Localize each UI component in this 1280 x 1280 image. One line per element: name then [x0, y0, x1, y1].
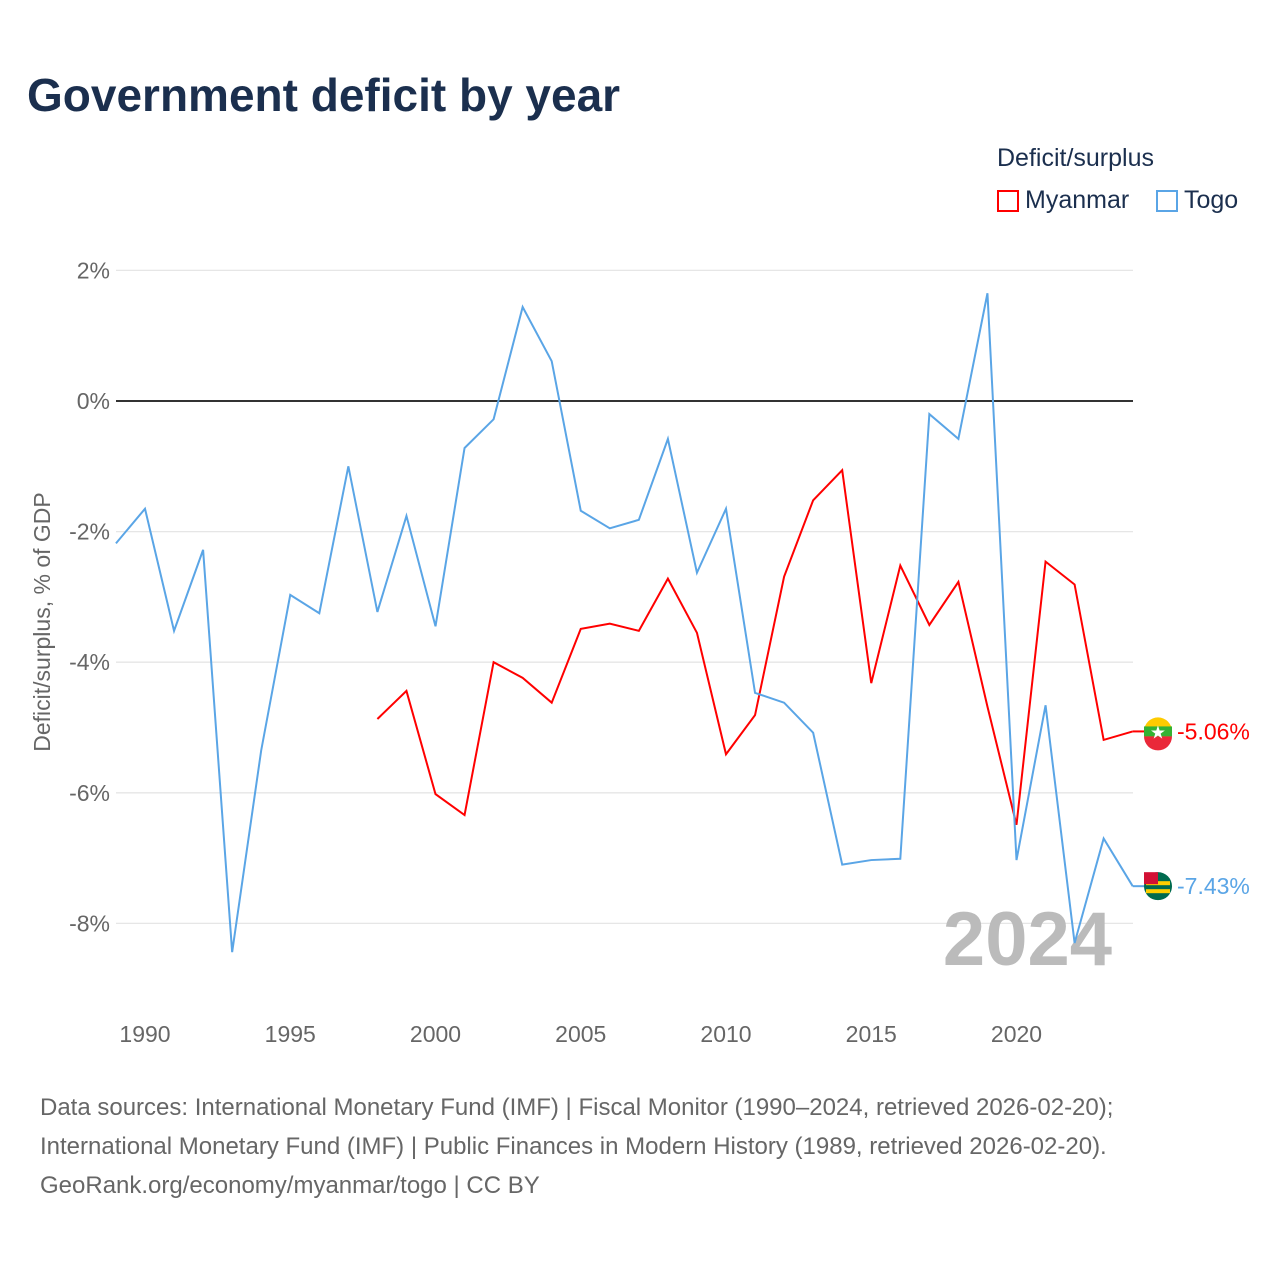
end-value-label: -5.06% — [1177, 718, 1250, 744]
source-line: International Monetary Fund (IMF) | Publ… — [40, 1133, 1107, 1160]
legend-item-togo[interactable]: Togo — [1156, 186, 1238, 215]
legend-swatch-togo — [1156, 189, 1178, 212]
flag-icon-myanmar: ★ — [1144, 717, 1172, 751]
source-note: Data sources: International Monetary Fun… — [40, 1088, 1113, 1205]
x-tick-label: 2015 — [846, 1021, 897, 1047]
x-tick-label: 1995 — [265, 1021, 316, 1047]
y-tick-label: -2% — [69, 519, 110, 545]
svg-text:★: ★ — [1150, 722, 1166, 742]
flag-icon-togo — [1144, 872, 1172, 901]
series-line-togo — [115, 293, 1134, 953]
y-tick-label: -4% — [69, 649, 110, 675]
y-axis-label: Deficit/surplus, % of GDP — [29, 492, 55, 751]
x-tick-label: 2000 — [410, 1021, 461, 1047]
source-link[interactable]: GeoRank.org/economy/myanmar/togo | CC BY — [40, 1172, 540, 1199]
y-tick-label: 2% — [77, 257, 110, 283]
year-watermark: 2024 — [943, 897, 1112, 982]
source-line: Data sources: International Monetary Fun… — [40, 1094, 1114, 1121]
x-tick-label: 2005 — [555, 1021, 606, 1047]
end-value-label: -7.43% — [1177, 873, 1250, 899]
y-tick-label: 0% — [77, 388, 110, 414]
y-tick-label: -6% — [69, 780, 110, 806]
legend-title: Deficit/surplus — [997, 144, 1154, 172]
x-tick-label: 2010 — [700, 1021, 751, 1047]
legend-label-togo: Togo — [1184, 186, 1239, 214]
chart-title: Government deficit by year — [27, 69, 621, 121]
legend-item-myanmar[interactable]: Myanmar — [997, 186, 1129, 215]
x-tick-label: 1990 — [119, 1021, 170, 1047]
x-tick-label: 2020 — [991, 1021, 1042, 1047]
y-tick-label: -8% — [69, 910, 110, 936]
series-line-myanmar — [376, 468, 1133, 826]
legend-label-myanmar: Myanmar — [1025, 186, 1130, 214]
legend-swatch-myanmar — [997, 189, 1019, 212]
